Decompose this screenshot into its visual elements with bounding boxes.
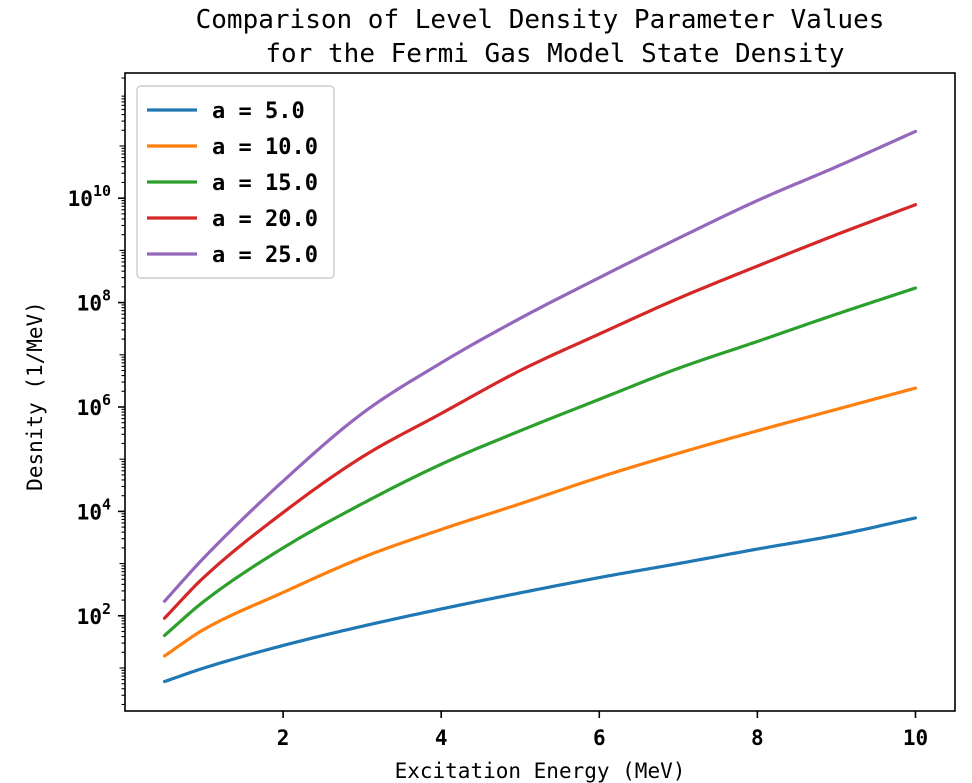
y-tick-label-base-4: 10	[68, 187, 93, 211]
legend-label-2: a = 10.0	[212, 135, 318, 160]
chart-title-line-1: Comparison of Level Density Parameter Va…	[196, 5, 885, 35]
y-tick-label-base-3: 10	[77, 292, 102, 316]
x-tick-label-2: 2	[277, 726, 290, 750]
chart-title: Comparison of Level Density Parameter Va…	[196, 5, 885, 69]
legend-label-4: a = 20.0	[212, 207, 318, 232]
series-line-3	[162, 286, 918, 638]
x-tick-label-10: 10	[903, 726, 928, 750]
y-tick-label-base-2: 10	[77, 396, 102, 420]
x-tick-label-8: 8	[751, 726, 764, 750]
legend: a = 5.0 a = 10.0 a = 15.0 a = 20.0 a = 25.0	[136, 85, 335, 279]
legend-label-3: a = 15.0	[212, 171, 318, 196]
y-tick-label-base-0: 10	[77, 605, 102, 629]
series-line-1	[162, 516, 918, 684]
plot-frame	[124, 72, 956, 712]
chart-title-line-2: for the Fermi Gas Model State Density	[265, 39, 844, 69]
y-tick-label-exp-4: 10	[93, 182, 111, 200]
legend-label-5: a = 25.0	[212, 243, 318, 268]
x-axis-label: Excitation Energy (MeV)	[395, 759, 686, 783]
y-tick-label-exp-1: 4	[102, 495, 111, 513]
y-tick-label-base-1: 10	[77, 500, 102, 524]
y-tick-label-4: 1010	[68, 182, 111, 211]
y-tick-label-exp-3: 8	[102, 287, 111, 305]
legend-box	[136, 85, 335, 279]
x-tick-label-6: 6	[593, 726, 606, 750]
y-axis-label: Desnity (1/MeV)	[23, 301, 47, 491]
y-tick-label-exp-2: 6	[102, 391, 111, 409]
series-line-2	[162, 386, 918, 658]
series-line-4	[162, 203, 918, 620]
series-line-5	[162, 129, 918, 603]
series-layer	[162, 129, 918, 684]
x-tick-label-4: 4	[435, 726, 448, 750]
y-tick-label-0: 102	[77, 600, 111, 629]
y-tick-label-exp-0: 2	[102, 600, 111, 618]
legend-label-1: a = 5.0	[212, 99, 305, 124]
y-tick-label-2: 106	[77, 391, 111, 420]
y-tick-label-3: 108	[77, 287, 111, 316]
y-tick-label-1: 104	[77, 495, 111, 524]
